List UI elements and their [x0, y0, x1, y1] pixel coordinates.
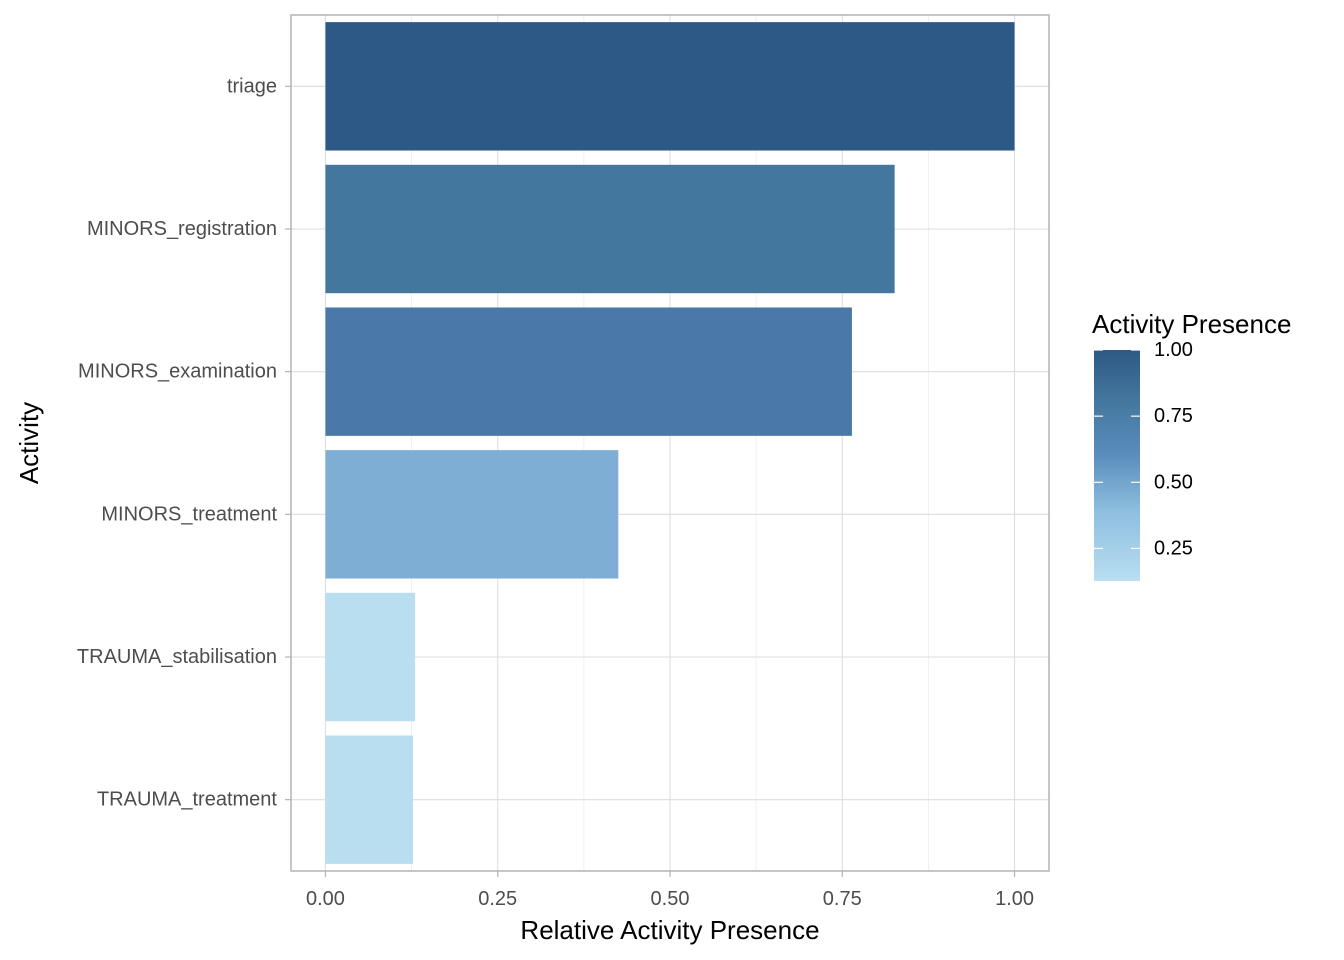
y-axis-title: Activity — [14, 402, 44, 484]
y-tick-label: MINORS_registration — [87, 218, 277, 240]
y-tick-label: MINORS_treatment — [101, 503, 277, 525]
legend-colorbar — [1094, 350, 1140, 581]
x-tick-label: 0.00 — [306, 888, 345, 910]
x-tick-label: 0.25 — [478, 888, 517, 910]
legend-label: 0.50 — [1154, 471, 1193, 493]
legend-label: 0.75 — [1154, 405, 1193, 427]
y-tick-label: MINORS_examination — [78, 361, 277, 383]
bar-trauma-stabilisation — [325, 592, 416, 722]
y-tick-label: triage — [227, 75, 277, 97]
x-tick-label: 0.75 — [823, 888, 862, 910]
legend-title: Activity Presence — [1092, 309, 1291, 339]
x-tick-label: 0.50 — [651, 888, 690, 910]
y-tick-label: TRAUMA_treatment — [97, 789, 277, 811]
bar-minors-examination — [325, 307, 852, 436]
x-tick-label: 1.00 — [995, 888, 1034, 910]
x-axis-title: Relative Activity Presence — [520, 915, 819, 945]
axis-ticks: triage MINORS_registration MINORS_examinat… — [77, 75, 1034, 910]
y-tick-label: TRAUMA_stabilisation — [77, 646, 277, 668]
bar-minors-registration — [325, 164, 895, 294]
bar-minors-treatment — [325, 450, 619, 579]
bar-triage — [325, 22, 1015, 151]
bars — [325, 22, 1015, 864]
legend-ticks: 1.00 0.75 0.50 0.25 — [1094, 339, 1193, 559]
legend-label: 0.25 — [1154, 537, 1193, 559]
legend: Activity Presence 1.00 0.75 0.50 0.25 — [1092, 309, 1291, 581]
legend-label: 1.00 — [1154, 339, 1193, 361]
bar-trauma-treatment — [325, 735, 413, 864]
